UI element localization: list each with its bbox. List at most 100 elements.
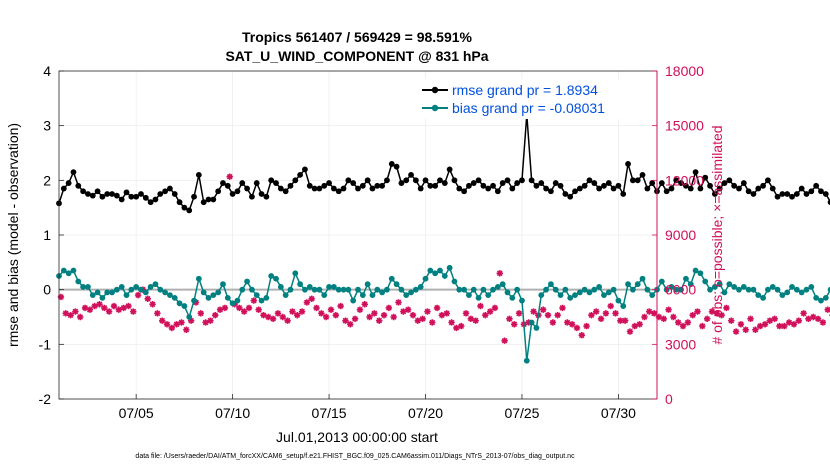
x-tick-label: 07/20 bbox=[408, 405, 443, 421]
obs-point bbox=[631, 322, 639, 330]
obs-point bbox=[660, 315, 667, 323]
bias-point bbox=[142, 289, 149, 296]
rmse-point bbox=[427, 182, 434, 189]
bias-point bbox=[509, 294, 516, 301]
bias-point bbox=[70, 267, 77, 274]
bias-point bbox=[731, 284, 738, 290]
rmse-point bbox=[538, 180, 545, 186]
obs-point bbox=[747, 315, 754, 323]
rmse-point bbox=[85, 191, 91, 197]
obs-point bbox=[602, 310, 610, 317]
obs-point bbox=[289, 308, 296, 315]
obs-point bbox=[274, 310, 282, 317]
rmse-point bbox=[658, 180, 665, 186]
rmse-point bbox=[388, 161, 395, 167]
rmse-point bbox=[591, 180, 598, 186]
obs-point bbox=[467, 315, 475, 323]
bias-point bbox=[750, 286, 757, 293]
obs-point bbox=[477, 302, 484, 310]
obs-point bbox=[149, 301, 156, 308]
obs-point bbox=[554, 311, 561, 319]
rmse-point bbox=[282, 188, 289, 195]
bias-point bbox=[818, 297, 824, 304]
obs-point bbox=[178, 319, 185, 326]
bias-point bbox=[470, 286, 477, 293]
bias-point bbox=[658, 278, 665, 285]
x-tick-label: 07/05 bbox=[119, 405, 154, 421]
obs-point bbox=[67, 311, 74, 319]
rmse-point bbox=[205, 196, 212, 203]
bias-point bbox=[548, 281, 554, 288]
rmse-point bbox=[432, 182, 439, 189]
obs-point bbox=[568, 321, 576, 328]
rmse-point bbox=[687, 185, 694, 192]
rmse-point bbox=[94, 188, 101, 195]
bias-point bbox=[268, 273, 275, 279]
rmse-point bbox=[625, 161, 631, 167]
rmse-point bbox=[162, 188, 169, 195]
rmse-point bbox=[649, 180, 656, 186]
bias-point bbox=[673, 286, 680, 293]
rmse-point bbox=[171, 191, 178, 197]
rmse-point bbox=[750, 191, 757, 197]
rmse-point bbox=[350, 180, 357, 186]
obs-point bbox=[226, 173, 233, 180]
obs-point bbox=[250, 297, 258, 304]
rmse-point bbox=[210, 196, 217, 203]
rmse-point bbox=[793, 191, 800, 197]
rmse-point bbox=[475, 177, 482, 184]
obs-point bbox=[366, 313, 373, 321]
rmse-point bbox=[644, 185, 651, 192]
rmse-point bbox=[818, 188, 824, 195]
obs-point bbox=[433, 304, 441, 312]
obs-point bbox=[593, 308, 600, 315]
bias-point bbox=[620, 303, 627, 309]
obs-point bbox=[515, 310, 523, 317]
bias-point bbox=[808, 284, 815, 290]
obs-point bbox=[790, 321, 798, 328]
obs-point bbox=[221, 304, 229, 312]
rmse-point bbox=[302, 166, 308, 173]
rmse-point bbox=[572, 188, 578, 195]
obs-point bbox=[573, 324, 581, 332]
obs-point bbox=[641, 313, 648, 321]
x-tick-label: 07/15 bbox=[312, 405, 347, 421]
bias-point bbox=[504, 289, 511, 296]
rmse-point bbox=[485, 185, 492, 192]
bias-point bbox=[441, 273, 448, 279]
rmse-point bbox=[543, 185, 549, 192]
rmse-point bbox=[615, 182, 622, 189]
bias-point bbox=[229, 300, 236, 307]
obs-point bbox=[458, 322, 465, 330]
rmse-point bbox=[287, 182, 294, 189]
rmse-point bbox=[552, 180, 559, 186]
obs-point bbox=[356, 306, 364, 313]
obs-point bbox=[472, 317, 479, 324]
rmse-point bbox=[335, 188, 342, 195]
bias-point bbox=[297, 281, 304, 288]
rmse-point bbox=[186, 207, 193, 214]
bias-point bbox=[133, 284, 140, 290]
bias-point bbox=[355, 286, 361, 293]
bias-point bbox=[350, 297, 357, 304]
rmse-point bbox=[379, 182, 386, 189]
bias-point bbox=[417, 284, 424, 290]
bias-point bbox=[340, 286, 347, 293]
rmse-point bbox=[441, 180, 448, 186]
bias-point bbox=[311, 286, 318, 293]
obs-point bbox=[347, 321, 354, 328]
bias-point bbox=[451, 278, 458, 285]
rmse-point bbox=[417, 185, 424, 192]
right-tick-label: 12000 bbox=[665, 172, 704, 188]
obs-point bbox=[313, 304, 320, 312]
obs-point bbox=[723, 304, 730, 312]
obs-point bbox=[655, 313, 663, 321]
bias-point bbox=[379, 289, 386, 296]
x-tick-label: 07/25 bbox=[504, 405, 539, 421]
obs-point bbox=[197, 310, 204, 317]
bias-point bbox=[138, 286, 144, 293]
bias-point bbox=[644, 286, 651, 293]
obs-point bbox=[728, 317, 735, 324]
bias-point bbox=[316, 286, 323, 293]
rmse-point bbox=[393, 163, 400, 170]
